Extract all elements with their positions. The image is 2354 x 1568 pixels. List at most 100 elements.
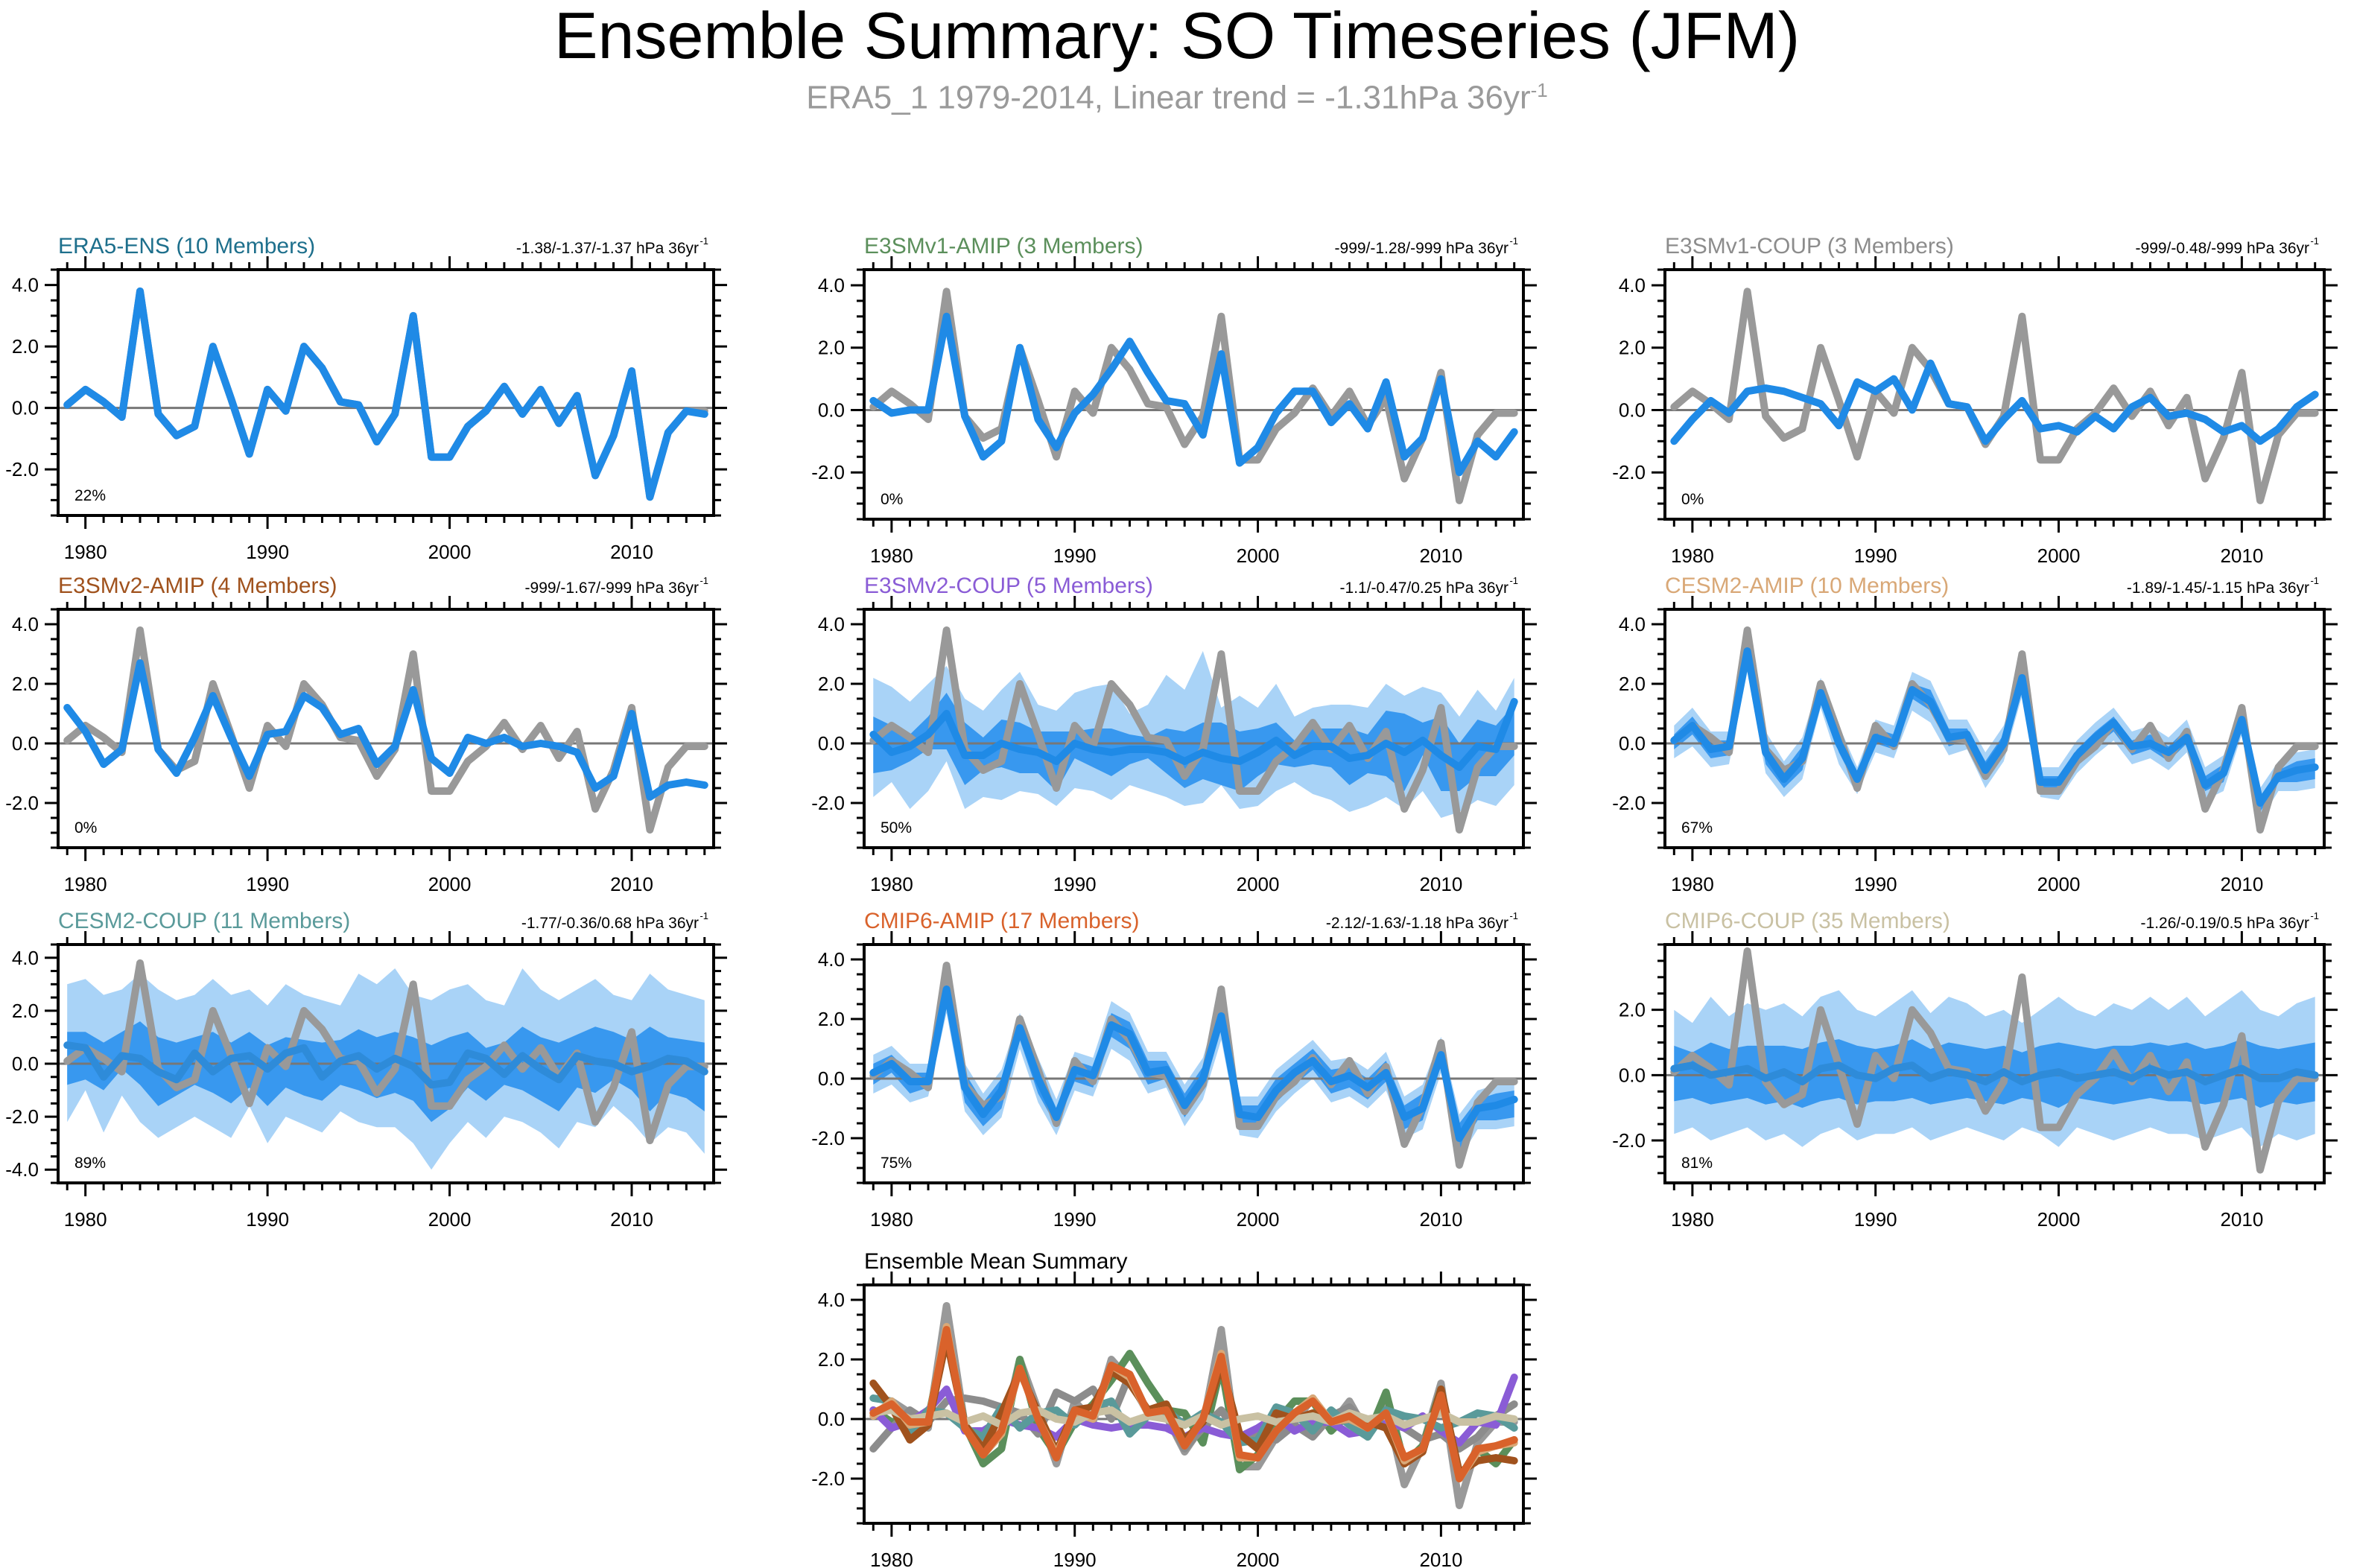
series-line-ensemble-mean: [63, 1041, 708, 1089]
x-tick-label: 2010: [610, 541, 653, 563]
x-tick-label: 1990: [1854, 545, 1897, 567]
panel-title: E3SMv2-AMIP (4 Members): [58, 574, 337, 598]
x-tick-label: 1990: [1053, 1549, 1097, 1568]
y-tick-label: -2.0: [5, 458, 39, 480]
y-tick-label: 4.0: [818, 1289, 845, 1311]
series-line-era5-1: [63, 626, 708, 834]
y-tick-label: 2.0: [818, 673, 845, 695]
y-tick-label: 0.0: [818, 1067, 845, 1090]
x-tick-label: 2000: [428, 1208, 472, 1231]
band-outer-area: [873, 971, 1514, 1159]
x-tick-label: 2010: [2220, 545, 2263, 567]
figure-title: Ensemble Summary: SO Timeseries (JFM): [553, 0, 1801, 72]
percent-label: 22%: [74, 487, 106, 504]
x-tick-label: 2010: [2220, 1208, 2263, 1231]
panel-title: CMIP6-AMIP (17 Members): [864, 909, 1140, 933]
trend-label: -999/-0.48/-999 hPa 36yr: [2136, 240, 2309, 257]
series-line-era5-1: [869, 962, 1518, 1169]
x-tick-label: 1990: [1053, 873, 1097, 895]
panel-title: E3SMv1-COUP (3 Members): [1665, 234, 1954, 258]
percent-label: 0%: [74, 819, 97, 837]
x-tick-label: 2000: [428, 541, 472, 563]
x-tick-label: 2010: [1419, 1549, 1462, 1568]
x-tick-label: 2000: [2037, 1208, 2081, 1231]
y-tick-label: -2.0: [811, 461, 845, 483]
panel-title: CMIP6-COUP (35 Members): [1665, 909, 1950, 933]
figure-subtitle: ERA5_1 1979-2014, Linear trend = -1.31hP…: [0, 80, 2354, 115]
x-tick-label: 2000: [428, 873, 472, 895]
trend-label-superscript: -1: [1509, 910, 1518, 921]
band-outer-area: [1674, 636, 2315, 821]
x-tick-label: 2010: [1419, 545, 1462, 567]
trend-label-superscript: -1: [1509, 235, 1518, 247]
series-line-cmip6-amip: [869, 1326, 1518, 1482]
y-tick-label: 0.0: [1619, 732, 1646, 755]
y-tick-label: 0.0: [12, 397, 39, 419]
p-cesm2-coup: 1980 1990 2000 2010 -4.0 -2.0 0.0 2.0 4.0 CESM2-C…: [5, 909, 727, 1231]
y-tick-label: 0.0: [1619, 399, 1646, 421]
y-tick-label: 0.0: [12, 1053, 39, 1075]
x-tick-label: 1990: [246, 873, 289, 895]
p-era5-ens: 1980 1990 2000 2010 -2.0 0.0 2.0 4.0 ERA5-ENS (1…: [5, 234, 727, 563]
series-line-ensemble-mean: [869, 985, 1518, 1142]
y-tick-label: 0.0: [818, 1408, 845, 1430]
series-line-cmip6-coup: [869, 1406, 1518, 1429]
x-tick-label: 2010: [610, 873, 653, 895]
trend-label-superscript: -1: [699, 575, 708, 586]
panel-title: CESM2-AMIP (10 Members): [1665, 574, 1949, 598]
y-tick-label: 2.0: [12, 335, 39, 358]
y-tick-label: -2.0: [811, 792, 845, 814]
y-tick-label: 4.0: [1619, 274, 1646, 296]
band-inner-area: [873, 693, 1514, 791]
series-line-era5-1: [869, 1302, 1518, 1509]
x-tick-label: 2010: [1419, 1208, 1462, 1231]
p-cesm2-amip: 1980 1990 2000 2010 -2.0 0.0 2.0 4.0 CESM2-AMIP …: [1612, 574, 2338, 895]
panel-title: CESM2-COUP (11 Members): [58, 909, 350, 933]
y-tick-label: 2.0: [818, 1348, 845, 1371]
trend-label: -1.77/-0.36/0.68 hPa 36yr: [521, 915, 699, 932]
series-line-ensemble-mean: [63, 287, 708, 501]
x-tick-label: 2000: [1237, 1549, 1280, 1568]
y-tick-label: 2.0: [12, 1000, 39, 1022]
series-line-era5-1: [869, 288, 1518, 504]
x-tick-label: 2000: [2037, 545, 2081, 567]
series-line-ensemble-mean: [1670, 1061, 2319, 1086]
series-line-era5-1: [63, 287, 708, 501]
panel-title: E3SMv2-COUP (5 Members): [864, 574, 1153, 598]
y-tick-label: 2.0: [1619, 999, 1646, 1021]
series-line-ensemble-mean: [1670, 359, 2319, 445]
trend-label: -1.26/-0.19/0.5 hPa 36yr: [2141, 915, 2309, 932]
p-e3smv2-amip: 1980 1990 2000 2010 -2.0 0.0 2.0 4.0 E3SMv2-AMIP…: [5, 574, 727, 895]
y-tick-label: 4.0: [12, 947, 39, 969]
percent-label: 67%: [1681, 819, 1713, 837]
y-tick-label: -2.0: [5, 1105, 39, 1128]
y-tick-label: -2.0: [1612, 461, 1646, 483]
percent-label: 89%: [74, 1155, 106, 1172]
y-tick-label: -2.0: [1612, 1129, 1646, 1152]
y-tick-label: 0.0: [818, 399, 845, 421]
x-tick-label: 1990: [1854, 873, 1897, 895]
trend-label-superscript: -1: [699, 910, 708, 921]
panel-title: E3SMv1-AMIP (3 Members): [864, 234, 1143, 258]
series-line-ensemble-mean: [63, 659, 708, 801]
x-tick-label: 1980: [870, 1549, 913, 1568]
y-tick-label: -2.0: [5, 792, 39, 814]
y-tick-label: -4.0: [5, 1158, 39, 1181]
p-e3smv1-amip: 1980 1990 2000 2010 -2.0 0.0 2.0 4.0 E3SMv1-AMIP…: [811, 234, 1537, 567]
y-tick-label: 2.0: [818, 1008, 845, 1030]
y-tick-label: -2.0: [1612, 792, 1646, 814]
percent-label: 81%: [1681, 1155, 1713, 1172]
y-tick-label: 4.0: [12, 613, 39, 635]
y-tick-label: 2.0: [1619, 673, 1646, 695]
series-line-era5-1: [1670, 288, 2319, 504]
p-summary: 1980 1990 2000 2010 -2.0 0.0 2.0 4.0 Ensemble Me…: [811, 1249, 1537, 1568]
percent-label: 0%: [1681, 491, 1704, 508]
y-tick-label: -2.0: [811, 1467, 845, 1490]
x-tick-label: 1980: [870, 1208, 913, 1231]
trend-label: -1.1/-0.47/0.25 hPa 36yr: [1340, 580, 1508, 597]
trend-label: -1.89/-1.45/-1.15 hPa 36yr: [2127, 580, 2309, 597]
trend-label-superscript: -1: [699, 235, 708, 247]
x-tick-label: 1980: [1671, 873, 1714, 895]
series-line-era5-1: [63, 959, 708, 1145]
x-tick-label: 2010: [610, 1208, 653, 1231]
